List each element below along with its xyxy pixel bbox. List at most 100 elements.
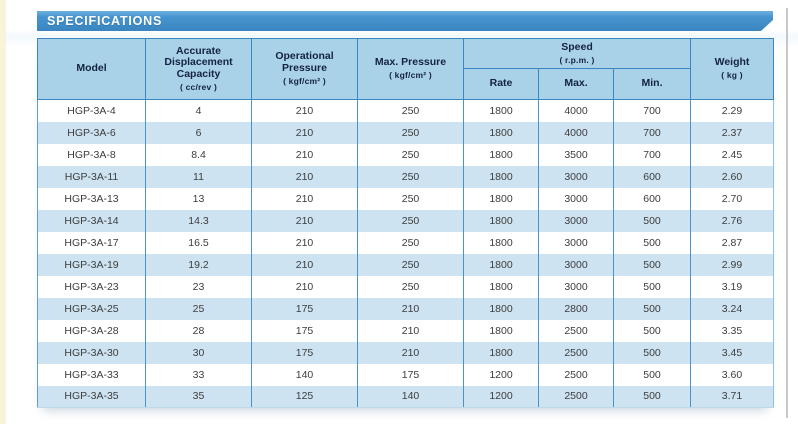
cell-max_pressure: 210 [357, 319, 464, 342]
cell-model: HGP-3A-19 [37, 253, 146, 276]
cell-speed_min: 500 [612, 253, 692, 276]
cell-max_pressure: 250 [357, 275, 464, 298]
cell-speed_min: 500 [612, 385, 692, 408]
table-row: HGP-3A-19 19.2 210 250 1800 3000 500 2.99 [37, 253, 775, 276]
cell-weight: 3.45 [690, 341, 775, 364]
cell-speed_rate: 1800 [463, 275, 539, 298]
cell-weight: 2.45 [690, 143, 775, 166]
page-title: SPECIFICATIONS [47, 14, 163, 28]
cell-max_pressure: 250 [357, 143, 464, 166]
cell-capacity: 8.4 [145, 143, 252, 166]
cell-max_pressure: 250 [357, 187, 464, 210]
cell-speed_max: 3000 [538, 231, 614, 254]
column-header-max-pressure-label: Max. Pressure [374, 56, 447, 69]
table-row: HGP-3A-25 25 175 210 1800 2800 500 3.24 [37, 297, 775, 320]
cell-speed_min: 700 [612, 143, 692, 166]
cell-capacity: 28 [145, 319, 252, 342]
column-header-model: Model [37, 38, 146, 100]
cell-speed_max: 2500 [538, 363, 614, 386]
table-row: HGP-3A-11 11 210 250 1800 3000 600 2.60 [37, 165, 775, 188]
column-header-weight-label: Weight [714, 56, 750, 69]
column-header-speed: Speed ( r.p.m. ) [462, 38, 692, 69]
cell-model: HGP-3A-28 [37, 319, 146, 342]
column-header-speed-label: Speed [561, 40, 593, 53]
cell-speed_max: 2500 [538, 341, 614, 364]
cell-speed_min: 500 [612, 363, 692, 386]
cell-speed_max: 4000 [538, 121, 614, 144]
cell-weight: 3.24 [690, 297, 775, 320]
cell-weight: 2.70 [690, 187, 775, 210]
cell-capacity: 33 [145, 363, 252, 386]
cell-model: HGP-3A-30 [37, 341, 146, 364]
cell-capacity: 4 [145, 99, 252, 122]
specifications-table-container: Model Accurate Displacement Capacity ( c… [37, 38, 775, 408]
cell-max_pressure: 250 [357, 253, 464, 276]
cell-weight: 2.76 [690, 209, 775, 232]
column-header-capacity: Accurate Displacement Capacity ( cc/rev … [145, 38, 252, 100]
cell-speed_max: 2800 [538, 297, 614, 320]
cell-speed_min: 600 [612, 165, 692, 188]
cell-model: HGP-3A-25 [37, 297, 146, 320]
table-row: HGP-3A-4 4 210 250 1800 4000 700 2.29 [37, 99, 775, 122]
cell-speed_rate: 1200 [463, 385, 539, 408]
cell-op_pressure: 210 [251, 253, 358, 276]
cell-model: HGP-3A-23 [37, 275, 146, 298]
cell-op_pressure: 210 [251, 143, 358, 166]
cell-speed_min: 700 [612, 121, 692, 144]
cell-model: HGP-3A-4 [37, 99, 146, 122]
cell-speed_rate: 1800 [463, 231, 539, 254]
cell-op_pressure: 210 [251, 209, 358, 232]
cell-max_pressure: 250 [357, 231, 464, 254]
table-body: HGP-3A-4 4 210 250 1800 4000 700 2.29 HGP-3A-6 6 2… [37, 99, 775, 408]
table-row: HGP-3A-8 8.4 210 250 1800 3500 700 2.45 [37, 143, 775, 166]
page-left-edge-strip [0, 0, 6, 424]
cell-weight: 2.60 [690, 165, 775, 188]
column-header-max-pressure-unit: ( kgf/cm² ) [389, 70, 432, 81]
column-header-capacity-unit: ( cc/rev ) [180, 81, 217, 92]
cell-speed_max: 3500 [538, 143, 614, 166]
column-header-speed-rate: Rate [463, 68, 539, 100]
cell-max_pressure: 210 [357, 341, 464, 364]
cell-speed_rate: 1800 [463, 165, 539, 188]
page-right-edge-line [786, 8, 788, 418]
column-header-speed-unit: ( r.p.m. ) [559, 54, 595, 65]
cell-speed_rate: 1800 [463, 253, 539, 276]
cell-speed_rate: 1800 [463, 187, 539, 210]
cell-speed_rate: 1800 [463, 297, 539, 320]
cell-capacity: 19.2 [145, 253, 252, 276]
cell-model: HGP-3A-11 [37, 165, 146, 188]
cell-max_pressure: 140 [357, 385, 464, 408]
cell-speed_rate: 1800 [463, 209, 539, 232]
table-header: Model Accurate Displacement Capacity ( c… [37, 38, 775, 100]
cell-weight: 2.99 [690, 253, 775, 276]
cell-speed_max: 3000 [538, 187, 614, 210]
cell-max_pressure: 250 [357, 165, 464, 188]
table-row: HGP-3A-13 13 210 250 1800 3000 600 2.70 [37, 187, 775, 210]
column-header-operational-pressure-label: Operational Pressure [275, 50, 334, 75]
cell-op_pressure: 140 [251, 363, 358, 386]
table-row: HGP-3A-30 30 175 210 1800 2500 500 3.45 [37, 341, 775, 364]
cell-weight: 2.37 [690, 121, 775, 144]
cell-speed_rate: 1800 [463, 319, 539, 342]
cell-speed_max: 3000 [538, 253, 614, 276]
column-header-weight-unit: ( kg ) [721, 70, 743, 81]
cell-model: HGP-3A-33 [37, 363, 146, 386]
column-header-model-label: Model [76, 62, 107, 75]
cell-capacity: 16.5 [145, 231, 252, 254]
column-header-operational-pressure: Operational Pressure ( kgf/cm² ) [251, 38, 358, 100]
cell-op_pressure: 210 [251, 99, 358, 122]
cell-op_pressure: 210 [251, 187, 358, 210]
cell-speed_rate: 1800 [463, 121, 539, 144]
cell-max_pressure: 210 [357, 297, 464, 320]
specifications-table: Model Accurate Displacement Capacity ( c… [37, 38, 775, 408]
table-row: HGP-3A-14 14.3 210 250 1800 3000 500 2.76 [37, 209, 775, 232]
table-row: HGP-3A-17 16.5 210 250 1800 3000 500 2.87 [37, 231, 775, 254]
cell-max_pressure: 250 [357, 121, 464, 144]
cell-capacity: 35 [145, 385, 252, 408]
cell-model: HGP-3A-14 [37, 209, 146, 232]
cell-speed_min: 500 [612, 319, 692, 342]
cell-model: HGP-3A-17 [37, 231, 146, 254]
cell-speed_max: 2500 [538, 385, 614, 408]
cell-capacity: 14.3 [145, 209, 252, 232]
